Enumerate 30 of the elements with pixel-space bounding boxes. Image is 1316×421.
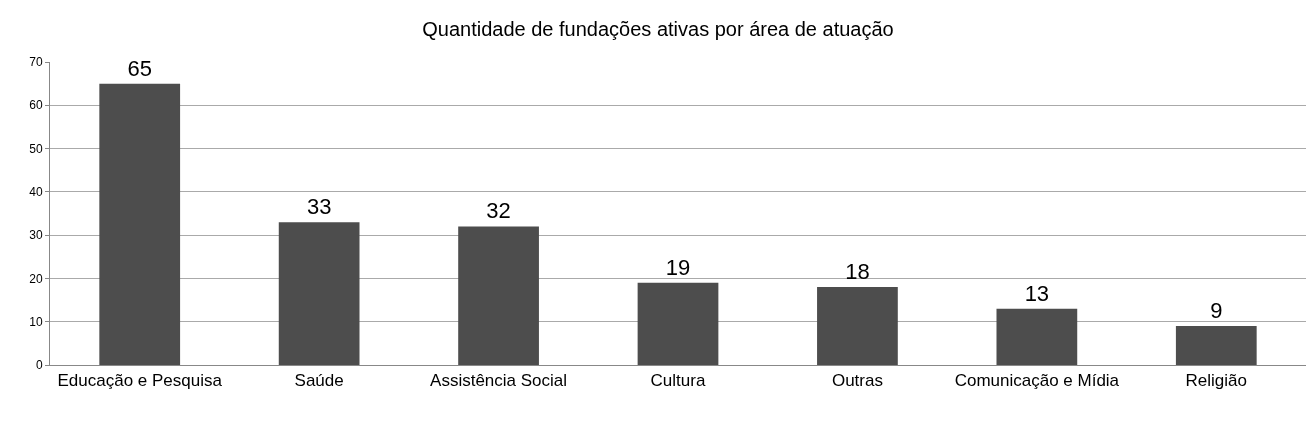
bar [817, 287, 898, 365]
y-tick-label: 70 [29, 55, 43, 70]
y-tick-label: 30 [29, 228, 43, 243]
data-label: 18 [845, 259, 870, 285]
data-label: 19 [665, 254, 691, 280]
x-tick-label: Religião [1185, 371, 1248, 391]
y-tick-label: 60 [29, 98, 43, 113]
y-tick-label: 10 [29, 314, 43, 329]
x-tick-label: Saúde [294, 371, 344, 391]
x-tick-label: Comunicação e Mídia [954, 371, 1120, 391]
y-tick-label: 0 [35, 358, 43, 373]
x-tick-label: Assistência Social [430, 371, 568, 391]
y-tick-label: 50 [29, 141, 43, 156]
y-tick-label: 20 [29, 271, 43, 286]
x-tick-label: Educação e Pesquisa [57, 371, 223, 391]
bar [458, 226, 539, 365]
x-tick-label: Outras [831, 371, 883, 391]
x-tick-label: Cultura [650, 371, 706, 391]
data-label: 33 [306, 194, 332, 220]
bar [637, 282, 719, 365]
data-label: 32 [486, 198, 511, 224]
data-label: 9 [1210, 298, 1223, 324]
data-label: 13 [1024, 280, 1050, 306]
y-tick-label: 40 [29, 185, 43, 200]
chart-title: Quantidade de fundações ativas por área de atuação [422, 18, 894, 41]
bar [99, 83, 181, 365]
bar [996, 308, 1078, 365]
data-label: 65 [127, 55, 152, 81]
bar [1175, 326, 1257, 365]
bar [278, 222, 360, 365]
